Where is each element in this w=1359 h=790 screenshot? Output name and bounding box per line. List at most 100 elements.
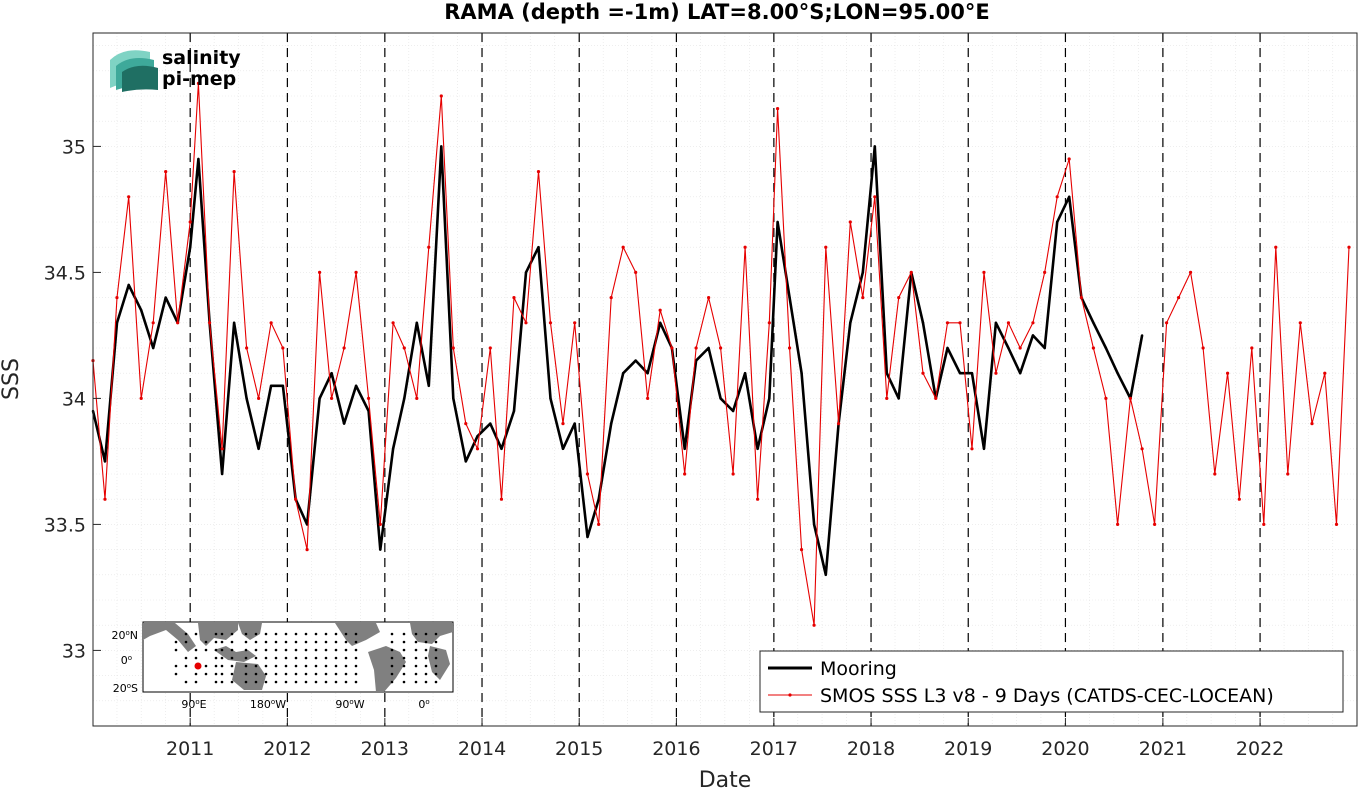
smos-data-point xyxy=(1104,396,1108,400)
inset-array-dot xyxy=(314,672,318,676)
legend-smos-marker xyxy=(788,693,792,697)
inset-array-dot xyxy=(194,672,198,676)
inset-array-dot xyxy=(184,680,188,684)
smos-data-point xyxy=(475,447,480,451)
inset-array-dot xyxy=(214,648,218,652)
inset-array-dot xyxy=(414,664,418,668)
mooring-data-point xyxy=(982,447,986,450)
smos-data-point xyxy=(756,497,760,501)
inset-array-dot xyxy=(414,632,418,636)
mooring-data-point xyxy=(197,157,200,161)
mooring-data-point xyxy=(1018,372,1022,375)
mooring-data-point xyxy=(489,422,492,425)
inset-array-dot xyxy=(264,664,268,668)
smos-data-point xyxy=(115,296,119,300)
inset-array-dot xyxy=(424,672,428,676)
smos-data-point xyxy=(1116,522,1120,527)
smos-data-point xyxy=(873,195,877,199)
inset-mooring-array-dots xyxy=(174,632,438,684)
inset-array-dot xyxy=(220,648,224,652)
inset-array-dot xyxy=(354,680,358,684)
smos-data-point xyxy=(609,296,613,300)
inset-array-dot xyxy=(314,632,318,636)
smos-data-point xyxy=(1298,321,1302,325)
mooring-data-point xyxy=(1067,195,1071,198)
smos-data-point xyxy=(512,296,516,300)
y-tick-label: 35 xyxy=(62,136,86,158)
inset-array-dot xyxy=(354,640,358,644)
mooring-data-point xyxy=(257,447,260,450)
mooring-data-point xyxy=(1104,346,1108,350)
mooring-data-point xyxy=(549,397,552,400)
mooring-data-point xyxy=(232,321,236,324)
inset-array-dot xyxy=(314,656,318,660)
mooring-data-point xyxy=(318,397,321,400)
smos-data-point xyxy=(921,371,925,375)
mooring-data-point xyxy=(269,384,273,387)
logo-waves-icon xyxy=(110,50,158,92)
smos-data-point xyxy=(597,522,601,527)
inset-array-dot xyxy=(244,680,248,684)
mooring-data-point xyxy=(1031,334,1035,337)
legend-label-smos: SMOS SSS L3 v8 - 9 Days (CATDS-CEC-LOCEA… xyxy=(820,685,1274,707)
y-axis-label: SSS xyxy=(0,358,24,400)
inset-lon-labels: 90oE 180oW 90oW 0o xyxy=(181,698,429,711)
inset-array-dot xyxy=(424,648,428,652)
smos-data-point xyxy=(281,346,285,350)
mooring-data-point xyxy=(731,409,735,413)
mooring-data-point xyxy=(1043,346,1046,350)
inset-array-dot xyxy=(304,648,308,652)
mooring-data-point xyxy=(897,397,900,400)
inset-array-dot xyxy=(390,656,394,660)
inset-array-dot xyxy=(204,648,208,652)
inset-array-dot xyxy=(274,680,278,684)
mooring-data-point xyxy=(573,422,576,425)
inset-array-dot xyxy=(184,664,188,668)
inset-array-dot xyxy=(194,680,198,684)
chart-title: RAMA (depth =-1m) LAT=8.00°S;LON=95.00°E xyxy=(444,0,990,24)
inset-array-dot xyxy=(402,640,406,644)
mooring-data-point xyxy=(427,384,430,387)
mooring-data-point xyxy=(1007,346,1010,350)
inset-array-dot xyxy=(324,656,328,660)
smos-data-point xyxy=(799,548,804,552)
mooring-data-point xyxy=(452,397,455,400)
mooring-data-point xyxy=(220,472,224,476)
mooring-data-point xyxy=(500,447,503,450)
x-tick-label: 2011 xyxy=(166,738,214,760)
inset-array-dot xyxy=(344,672,348,676)
mooring-data-point xyxy=(921,321,925,324)
inset-lon-label-0: 0o xyxy=(418,698,429,711)
inset-array-dot xyxy=(304,632,308,636)
smos-data-point xyxy=(1323,371,1327,375)
mooring-data-point xyxy=(403,397,406,400)
x-tick-label: 2020 xyxy=(1041,738,1089,760)
smos-data-point xyxy=(621,245,625,249)
inset-array-dot xyxy=(174,640,178,644)
y-tick-label: 33.5 xyxy=(44,514,86,536)
smos-data-point xyxy=(707,296,711,300)
inset-array-dot xyxy=(304,672,308,676)
inset-array-dot xyxy=(284,632,288,636)
inset-array-dot xyxy=(390,648,394,652)
smos-data-point xyxy=(646,396,650,400)
smos-data-point xyxy=(658,308,662,312)
series-line-mooring xyxy=(91,145,1144,577)
mooring-data-point xyxy=(609,422,613,425)
inset-array-dot xyxy=(294,632,298,636)
inset-array-dot xyxy=(414,640,418,644)
mooring-data-point xyxy=(440,145,443,148)
inset-array-dot xyxy=(344,656,348,660)
inset-array-dot xyxy=(204,664,208,668)
smos-data-point xyxy=(548,321,553,325)
mooring-data-point xyxy=(812,523,816,526)
mooring-data-point xyxy=(707,346,710,350)
smos-data-point xyxy=(451,346,455,350)
mooring-data-point xyxy=(561,447,565,450)
inset-array-dot xyxy=(304,664,308,668)
smos-data-point xyxy=(208,321,212,325)
smos-data-point xyxy=(1018,346,1022,350)
smos-data-point xyxy=(634,270,638,274)
inset-array-dot xyxy=(220,640,224,644)
inset-array-dot xyxy=(254,664,258,668)
